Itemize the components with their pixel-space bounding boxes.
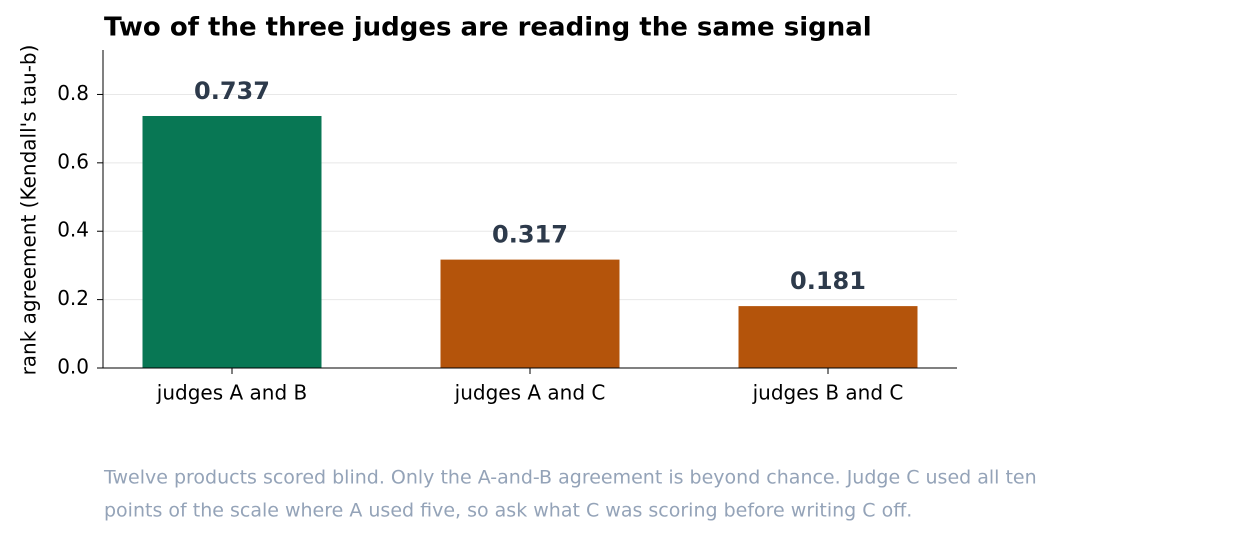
chart-title: Two of the three judges are reading the …	[104, 13, 872, 43]
x-tick-label: judges B and C	[752, 381, 904, 405]
footnote: points of the scale where A used five, s…	[104, 500, 912, 522]
y-tick-label: 0.4	[57, 218, 89, 242]
value-label: 0.181	[790, 267, 866, 295]
value-label: 0.737	[194, 77, 270, 105]
y-tick-label: 0.2	[57, 286, 89, 310]
bar	[738, 306, 918, 368]
footnote: Twelve products scored blind. Only the A…	[103, 467, 1037, 489]
x-tick-label: judges A and B	[156, 381, 307, 405]
value-label: 0.317	[492, 221, 568, 249]
y-tick-label: 0.6	[57, 149, 89, 173]
bar	[440, 259, 620, 368]
bar	[142, 115, 322, 368]
y-tick-label: 0.8	[57, 81, 89, 105]
y-tick-label: 0.0	[57, 355, 89, 379]
x-tick-label: judges A and C	[454, 381, 606, 405]
y-axis-label: rank agreement (Kendall's tau-b)	[17, 45, 41, 376]
